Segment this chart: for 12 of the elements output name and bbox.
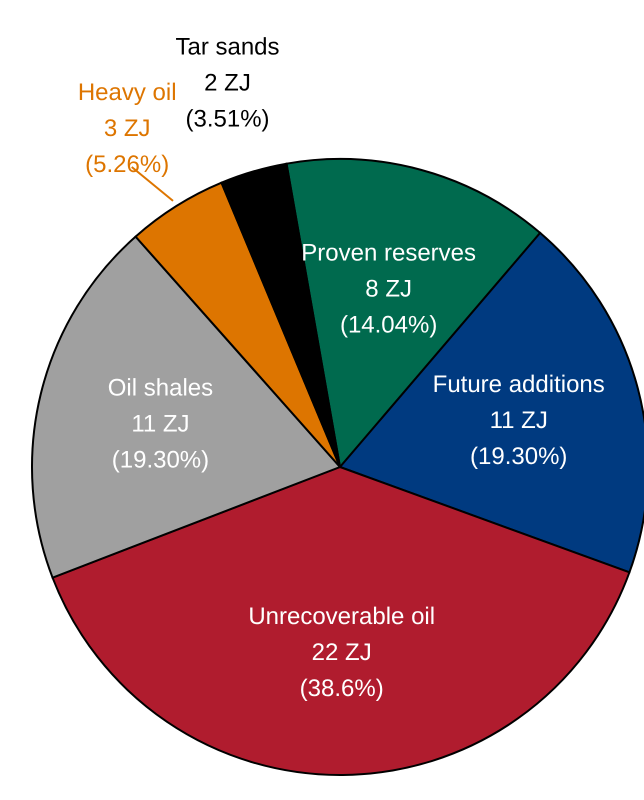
data-label: 3 ZJ (5.26%) (85, 114, 170, 178)
data-label: 11 ZJ (19.30%) (470, 406, 568, 470)
slice-label: Heavy oil (78, 78, 177, 106)
data-label: 22 ZJ (38.6%) (300, 638, 384, 702)
slice-label: Oil shales (108, 374, 214, 401)
data-label: 2 ZJ (3.51%) (185, 69, 270, 132)
slice-label: Proven reserves (301, 239, 476, 266)
slice-label: Future additions (432, 370, 605, 398)
data-label: 8 ZJ (14.04%) (340, 275, 438, 338)
data-label: 11 ZJ (19.30%) (112, 410, 210, 473)
slice-label: Unrecoverable oil (248, 602, 436, 630)
slice-label: Tar sands (175, 33, 280, 60)
